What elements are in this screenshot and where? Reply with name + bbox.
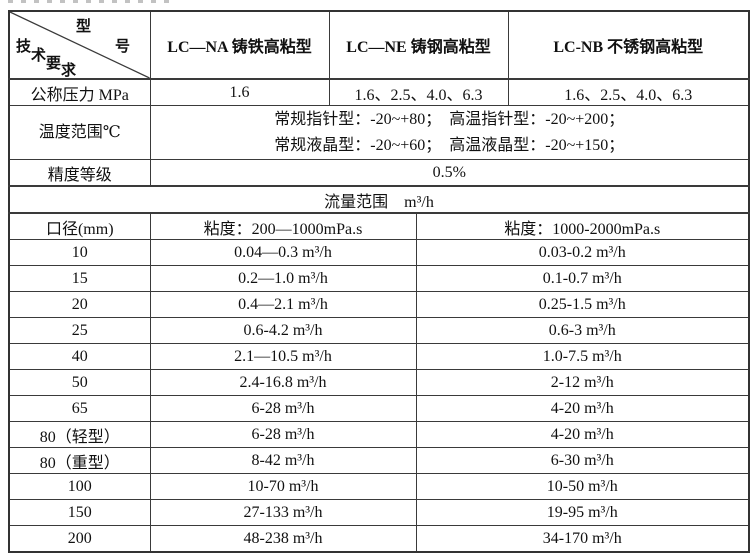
- bore-size-cell: 150: [8, 499, 151, 526]
- flow-range-high-viscosity-cell: 34-170 m³/h: [415, 525, 750, 553]
- bore-size-cell: 200: [8, 525, 151, 553]
- viscosity-low-column-header: 粘度：200—1000mPa.s: [149, 212, 417, 240]
- accuracy-label: 精度等级: [8, 159, 151, 187]
- flow-row: 80（轻型） 6-28 m³/h 4-20 m³/h: [8, 421, 750, 448]
- model-header-row: 型 号 技 术 要 求 LC—NA 铸铁高粘型 LC—NE 铸钢高粘型 LC-N…: [8, 10, 750, 80]
- flow-row: 10 0.04—0.3 m³/h 0.03-0.2 m³/h: [8, 239, 750, 266]
- pressure-value: 1.6、2.5、4.0、6.3: [328, 78, 509, 106]
- flow-range-high-viscosity-cell: 0.6-3 m³/h: [415, 317, 750, 344]
- specification-table: 型 号 技 术 要 求 LC—NA 铸铁高粘型 LC—NE 铸钢高粘型 LC-N…: [8, 10, 750, 553]
- bore-size-cell: 65: [8, 395, 151, 422]
- bore-size-cell: 50: [8, 369, 151, 396]
- bore-size-cell: 20: [8, 291, 151, 318]
- flow-row: 100 10-70 m³/h 10-50 m³/h: [8, 473, 750, 500]
- flow-row: 50 2.4-16.8 m³/h 2-12 m³/h: [8, 369, 750, 396]
- flow-range-low-viscosity-cell: 0.4—2.1 m³/h: [149, 291, 417, 318]
- flow-range-high-viscosity-cell: 6-30 m³/h: [415, 447, 750, 474]
- bore-size-cell: 80（重型）: [8, 447, 151, 474]
- flow-range-section-row: 流量范围 m³/h: [8, 185, 750, 214]
- bore-size-cell: 80（轻型）: [8, 421, 151, 448]
- pressure-value: 1.6: [149, 78, 330, 106]
- flow-range-high-viscosity-cell: 0.25-1.5 m³/h: [415, 291, 750, 318]
- temperature-row: 温度范围℃ 常规指针型：-20~+80； 高温指针型：-20~+200； 常规液…: [8, 105, 750, 160]
- temperature-line-pointer: 常规指针型：-20~+80； 高温指针型：-20~+200；: [274, 110, 625, 128]
- flow-range-low-viscosity-cell: 0.6-4.2 m³/h: [149, 317, 417, 344]
- flow-range-low-viscosity-cell: 6-28 m³/h: [149, 421, 417, 448]
- flow-range-high-viscosity-cell: 10-50 m³/h: [415, 473, 750, 500]
- flow-row: 40 2.1—10.5 m³/h 1.0-7.5 m³/h: [8, 343, 750, 370]
- model-header-cast-steel: LC—NE 铸钢高粘型: [328, 10, 509, 80]
- temperature-label: 温度范围℃: [8, 105, 151, 160]
- model-header-cast-iron: LC—NA 铸铁高粘型: [149, 10, 330, 80]
- pressure-label: 公称压力 MPa: [8, 78, 151, 106]
- flow-range-low-viscosity-cell: 27-133 m³/h: [149, 499, 417, 526]
- diagonal-divider-line: [10, 12, 149, 77]
- flow-range-low-viscosity-cell: 0.2—1.0 m³/h: [149, 265, 417, 292]
- flow-range-high-viscosity-cell: 0.03-0.2 m³/h: [415, 239, 750, 266]
- bore-size-cell: 25: [8, 317, 151, 344]
- flow-row: 25 0.6-4.2 m³/h 0.6-3 m³/h: [8, 317, 750, 344]
- accuracy-row: 精度等级 0.5%: [8, 159, 750, 187]
- flow-row: 150 27-133 m³/h 19-95 m³/h: [8, 499, 750, 526]
- bore-size-cell: 10: [8, 239, 151, 266]
- flow-range-high-viscosity-cell: 2-12 m³/h: [415, 369, 750, 396]
- corner-label-requirement-char: 术: [31, 48, 47, 64]
- flow-row: 15 0.2—1.0 m³/h 0.1-0.7 m³/h: [8, 265, 750, 292]
- flow-range-high-viscosity-cell: 1.0-7.5 m³/h: [415, 343, 750, 370]
- flow-range-high-viscosity-cell: 19-95 m³/h: [415, 499, 750, 526]
- corner-label-requirement-char: 要: [46, 56, 62, 72]
- pressure-value: 1.6、2.5、4.0、6.3: [507, 78, 750, 106]
- pressure-row: 公称压力 MPa 1.6 1.6、2.5、4.0、6.3 1.6、2.5、4.0…: [8, 78, 750, 106]
- corner-label-requirement-char: 技: [16, 39, 32, 55]
- temperature-line-lcd: 常规液晶型：-20~+60； 高温液晶型：-20~+150；: [274, 136, 625, 154]
- flow-range-high-viscosity-cell: 4-20 m³/h: [415, 395, 750, 422]
- flow-range-low-viscosity-cell: 0.04—0.3 m³/h: [149, 239, 417, 266]
- corner-label-requirement-char: 求: [61, 63, 77, 79]
- diagonal-header-cell: 型 号 技 术 要 求: [8, 10, 151, 80]
- bore-column-header: 口径(mm): [8, 212, 151, 240]
- flow-range-low-viscosity-cell: 10-70 m³/h: [149, 473, 417, 500]
- corner-label-model-char: 号: [115, 39, 131, 55]
- flow-range-high-viscosity-cell: 0.1-0.7 m³/h: [415, 265, 750, 292]
- bore-size-cell: 15: [8, 265, 151, 292]
- flow-row: 20 0.4—2.1 m³/h 0.25-1.5 m³/h: [8, 291, 750, 318]
- model-header-stainless: LC-NB 不锈钢高粘型: [507, 10, 750, 80]
- flow-range-section-title: 流量范围 m³/h: [8, 185, 750, 214]
- temperature-value: 常规指针型：-20~+80； 高温指针型：-20~+200； 常规液晶型：-20…: [149, 105, 750, 160]
- flow-range-low-viscosity-cell: 2.1—10.5 m³/h: [149, 343, 417, 370]
- flow-row: 200 48-238 m³/h 34-170 m³/h: [8, 525, 750, 553]
- flow-row: 80（重型） 8-42 m³/h 6-30 m³/h: [8, 447, 750, 474]
- corner-label-model-char: 型: [76, 19, 92, 35]
- accuracy-value: 0.5%: [149, 159, 750, 187]
- viscosity-high-column-header: 粘度：1000-2000mPa.s: [415, 212, 750, 240]
- flow-rows-body: 10 0.04—0.3 m³/h 0.03-0.2 m³/h 15 0.2—1.0 m³…: [8, 239, 750, 553]
- bore-size-cell: 100: [8, 473, 151, 500]
- flow-range-low-viscosity-cell: 48-238 m³/h: [149, 525, 417, 553]
- viscosity-header-row: 口径(mm) 粘度：200—1000mPa.s 粘度：1000-2000mPa.…: [8, 212, 750, 240]
- flow-row: 65 6-28 m³/h 4-20 m³/h: [8, 395, 750, 422]
- cropped-text-fragment-top: [8, 0, 173, 3]
- flow-range-low-viscosity-cell: 8-42 m³/h: [149, 447, 417, 474]
- flow-range-high-viscosity-cell: 4-20 m³/h: [415, 421, 750, 448]
- flow-range-low-viscosity-cell: 2.4-16.8 m³/h: [149, 369, 417, 396]
- bore-size-cell: 40: [8, 343, 151, 370]
- flow-range-low-viscosity-cell: 6-28 m³/h: [149, 395, 417, 422]
